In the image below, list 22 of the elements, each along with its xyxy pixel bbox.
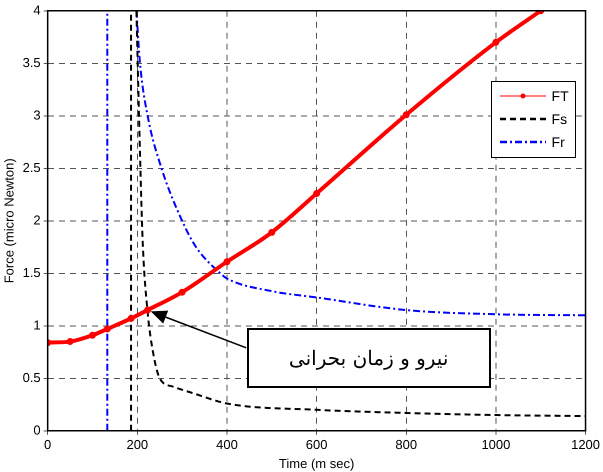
- y-axis-title: Force (micro Newton): [1, 158, 16, 284]
- legend-label: Fs: [552, 111, 568, 128]
- x-tick-label: 1200: [571, 437, 600, 452]
- x-tick-label: 0: [44, 437, 52, 452]
- annotation: نیرو و زمان بحرانی: [246, 328, 491, 388]
- x-tick-label: 1000: [481, 437, 510, 452]
- x-axis-title: Time (m sec): [278, 456, 354, 471]
- y-tick-label: 3.5: [22, 54, 41, 70]
- x-tick-label: 800: [395, 437, 418, 452]
- legend-label: FT: [552, 88, 569, 104]
- y-tick-label: 1: [33, 317, 41, 332]
- x-tick-label: 600: [306, 437, 328, 452]
- x-tick-label: 400: [216, 437, 238, 452]
- legend-label: Fr: [552, 134, 565, 150]
- y-tick-label: 2: [33, 212, 41, 228]
- y-tick-label: 2.5: [22, 160, 41, 175]
- y-tick-label: 1.5: [22, 264, 41, 280]
- y-tick-label: 0: [33, 422, 41, 438]
- y-tick-label: 0.5: [22, 370, 41, 385]
- y-tick-label: 3: [33, 107, 41, 122]
- x-tick-label: 200: [126, 437, 148, 452]
- y-tick-label: 4: [33, 2, 41, 18]
